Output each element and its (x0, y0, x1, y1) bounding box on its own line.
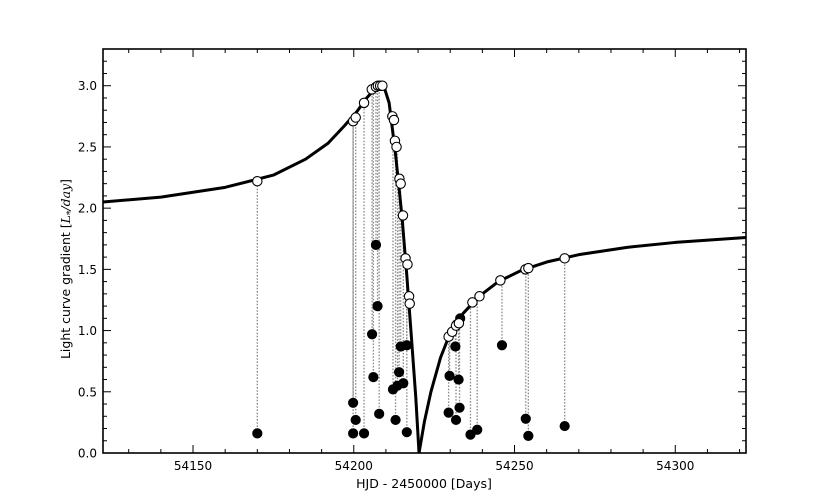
curve-right-branch (417, 236, 747, 454)
model-point (252, 175, 263, 187)
observed-point (374, 408, 385, 419)
y-tick-label: 2.0 (78, 202, 97, 216)
observed-point (450, 414, 462, 426)
y-axis-label-unit: /day (58, 183, 73, 212)
y-tick-label: 0.0 (78, 447, 97, 461)
model-point (395, 178, 406, 189)
y-axis-label-l: L (58, 215, 73, 224)
observed-point (523, 430, 534, 441)
model-point (523, 262, 534, 274)
observed-point (496, 340, 508, 351)
observed-point (443, 407, 454, 418)
observed-point (350, 414, 361, 426)
model-point (377, 80, 388, 91)
model-point (358, 97, 370, 109)
model-point (559, 253, 570, 264)
model-point (474, 291, 485, 302)
y-axis-label: Light curve gradient [L*/day] (58, 179, 76, 359)
observed-point (520, 413, 531, 424)
observed-point (472, 424, 483, 435)
x-axis-label: HJD - 2450000 [Days] (356, 476, 492, 491)
model-point (388, 114, 400, 126)
model-point (404, 298, 415, 309)
model-point (467, 297, 478, 308)
model-point (350, 112, 361, 123)
y-axis-label-end: ] (58, 179, 73, 184)
x-tick-label: 54150 (174, 459, 212, 473)
model-point (495, 275, 506, 286)
y-tick-label: 1.5 (78, 263, 97, 277)
y-tick-label: 3.0 (78, 79, 97, 93)
observed-point (453, 374, 464, 385)
observed-point (358, 428, 370, 439)
observed-point (348, 397, 359, 408)
observed-point (401, 340, 412, 351)
x-tick-label: 54250 (495, 459, 533, 473)
plot-frame (102, 48, 747, 454)
x-tick-label: 54300 (656, 459, 694, 473)
y-tick-label: 1.0 (78, 324, 97, 338)
observed-point (454, 402, 465, 413)
model-point (391, 141, 402, 153)
observed-point (368, 371, 379, 383)
data-points (252, 80, 570, 441)
model-curve (102, 84, 747, 454)
observed-point (348, 428, 359, 439)
y-tick-label: 2.5 (78, 140, 97, 154)
x-tick-label: 54200 (335, 459, 373, 473)
observed-point (370, 239, 382, 250)
observed-point (390, 414, 401, 426)
observed-point (252, 428, 263, 439)
observed-point (366, 329, 378, 340)
y-axis-label-start: Light curve gradient [ (58, 223, 73, 359)
axes: 54150 54200 54250 54300 0.0 0.5 1.0 1.5 2.0 2.5 3.… (78, 48, 747, 473)
observed-point (372, 300, 383, 312)
observed-point (401, 427, 412, 438)
observed-point (398, 378, 409, 389)
y-tick-label: 0.5 (78, 385, 97, 399)
model-point (402, 259, 413, 270)
observed-point (394, 367, 405, 378)
observed-point (444, 370, 455, 381)
model-point (397, 210, 409, 221)
observed-point (450, 341, 461, 352)
y-axis-label-star: * (66, 210, 76, 215)
model-point (453, 317, 465, 329)
observed-point (559, 420, 570, 432)
